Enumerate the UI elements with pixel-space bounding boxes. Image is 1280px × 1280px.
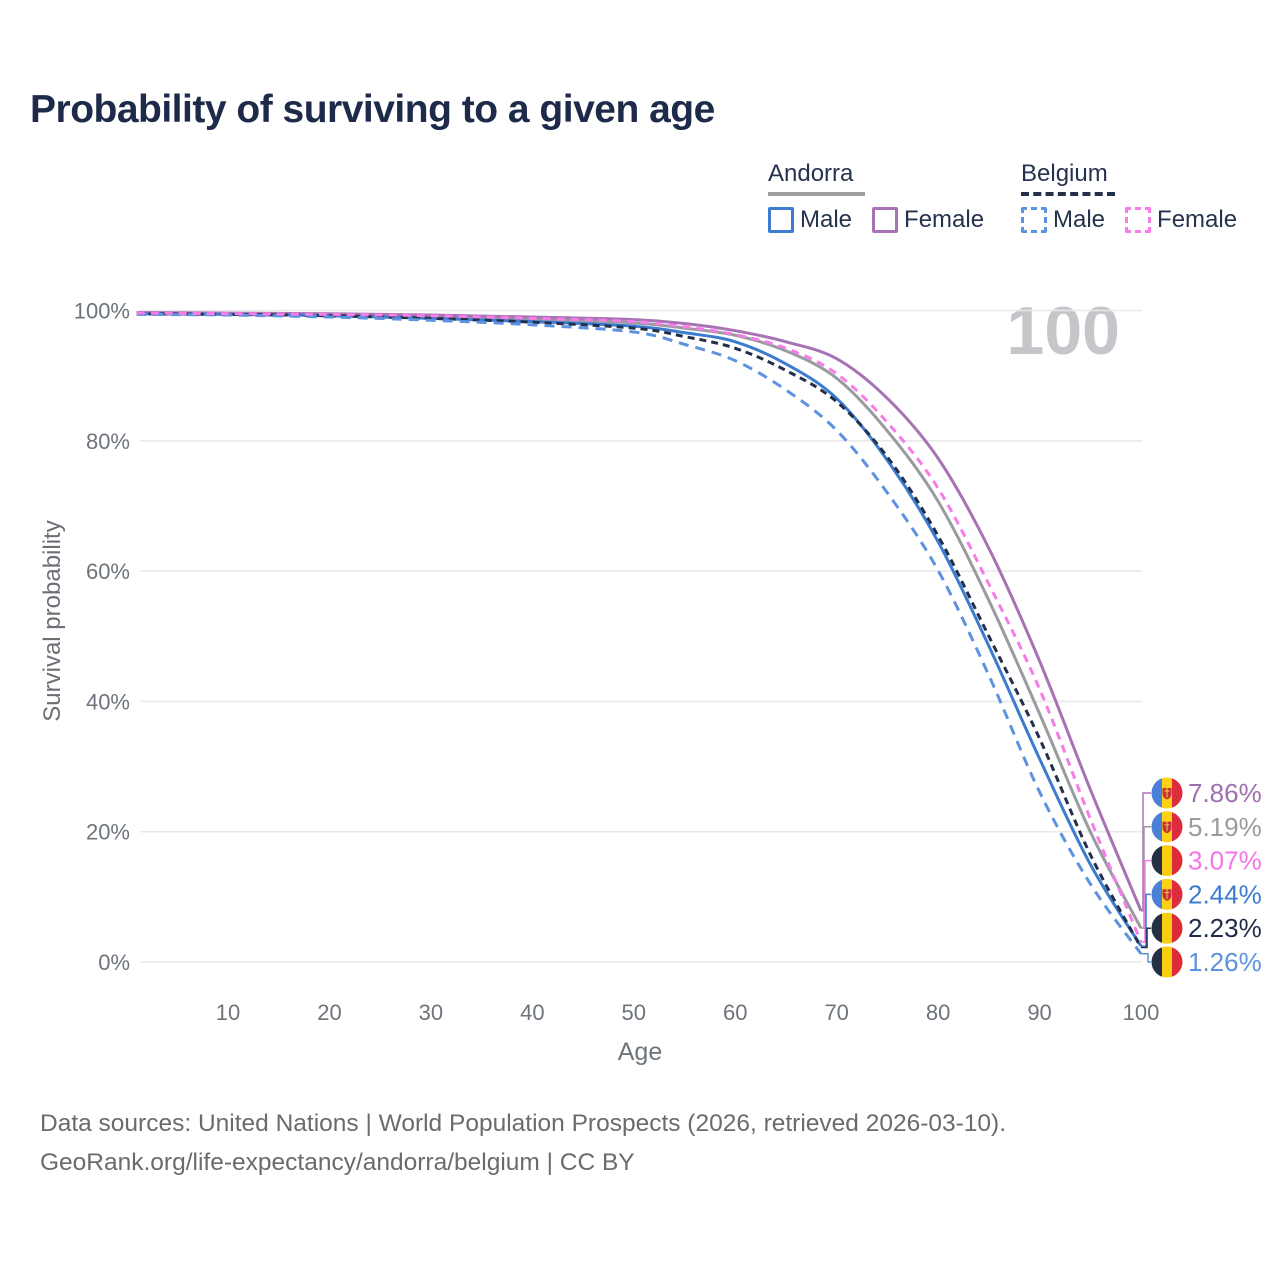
y-tick-label: 100% xyxy=(74,299,130,324)
end-value-label-belgium-all: 2.23% xyxy=(1188,913,1262,943)
legend-swatch-andorra-female[interactable] xyxy=(872,207,899,233)
x-tick-label: 30 xyxy=(419,1000,443,1025)
x-tick-label: 100 xyxy=(1123,1000,1160,1025)
y-tick-label: 40% xyxy=(86,689,130,714)
end-connector-andorra-all xyxy=(1141,826,1151,929)
series-line-belgium-female[interactable] xyxy=(136,311,1143,943)
legend-label-belgium-female[interactable]: Female xyxy=(1157,206,1238,233)
belgium-flag-icon xyxy=(1151,845,1183,877)
end-value-label-belgium-male: 1.26% xyxy=(1188,947,1262,977)
end-connector-belgium-female xyxy=(1141,859,1151,943)
andorra-flag-icon xyxy=(1151,878,1183,910)
legend-label-andorra-female[interactable]: Female xyxy=(904,206,985,233)
andorra-flag-icon xyxy=(1151,811,1183,843)
x-tick-label: 80 xyxy=(926,1000,950,1025)
belgium-flag-icon xyxy=(1151,946,1183,978)
legend-label-andorra-male[interactable]: Male xyxy=(800,206,853,233)
series-line-belgium-male[interactable] xyxy=(136,312,1143,955)
legend-swatch-belgium-male[interactable] xyxy=(1021,207,1047,233)
x-tick-label: 10 xyxy=(216,1000,240,1025)
x-tick-label: 90 xyxy=(1027,1000,1051,1025)
y-tick-label: 0% xyxy=(98,950,130,975)
andorra-flag-icon xyxy=(1151,777,1183,809)
legend-underline-andorra xyxy=(768,192,865,196)
series-line-andorra-all[interactable] xyxy=(136,311,1143,929)
end-connector-belgium-male xyxy=(1141,953,1151,963)
y-tick-label: 80% xyxy=(86,429,130,454)
legend-underline-belgium xyxy=(1021,192,1115,196)
legend-country-belgium-label: Belgium xyxy=(1021,160,1108,187)
x-tick-label: 60 xyxy=(723,1000,747,1025)
belgium-flag-icon xyxy=(1151,912,1183,944)
end-connector-andorra-female xyxy=(1141,792,1151,912)
legend-country-belgium[interactable]: Belgium xyxy=(1021,160,1257,196)
x-axis-title: Age xyxy=(617,1038,663,1066)
end-value-label-andorra-female: 7.86% xyxy=(1188,778,1262,808)
attribution-line: GeoRank.org/life-expectancy/andorra/belg… xyxy=(40,1149,635,1176)
legend-swatch-andorra-male[interactable] xyxy=(768,207,794,233)
legend-swatch-belgium-female[interactable] xyxy=(1125,207,1152,233)
x-tick-label: 50 xyxy=(622,1000,646,1025)
y-tick-label: 60% xyxy=(86,559,130,584)
series-line-belgium-all[interactable] xyxy=(136,312,1143,949)
legend-group-andorra: Andorra Male Female xyxy=(768,160,1004,234)
legend-country-andorra-label: Andorra xyxy=(768,160,854,187)
y-tick-label: 20% xyxy=(86,820,130,845)
end-value-label-andorra-all: 5.19% xyxy=(1188,812,1262,842)
x-tick-label: 40 xyxy=(520,1000,544,1025)
series-line-andorra-male[interactable] xyxy=(136,312,1143,947)
end-connector-belgium-all xyxy=(1141,927,1151,949)
data-sources-line: Data sources: United Nations | World Pop… xyxy=(40,1110,1007,1137)
series-line-andorra-female[interactable] xyxy=(136,310,1143,912)
age-watermark: 100 xyxy=(1006,293,1120,369)
x-tick-label: 20 xyxy=(317,1000,341,1025)
x-tick-label: 70 xyxy=(824,1000,848,1025)
chart-title: Probability of surviving to a given age xyxy=(30,88,715,131)
end-connector-andorra-male xyxy=(1141,893,1151,947)
legend-label-belgium-male[interactable]: Male xyxy=(1053,206,1106,233)
chart-footer: Data sources: United Nations | World Pop… xyxy=(40,1104,1006,1182)
y-axis-title: Survival probability xyxy=(39,520,66,722)
end-value-label-andorra-male: 2.44% xyxy=(1188,879,1262,909)
legend-country-andorra[interactable]: Andorra xyxy=(768,160,1004,196)
legend-group-belgium: Belgium Male Female xyxy=(1021,160,1257,234)
end-value-label-belgium-female: 3.07% xyxy=(1188,846,1262,876)
